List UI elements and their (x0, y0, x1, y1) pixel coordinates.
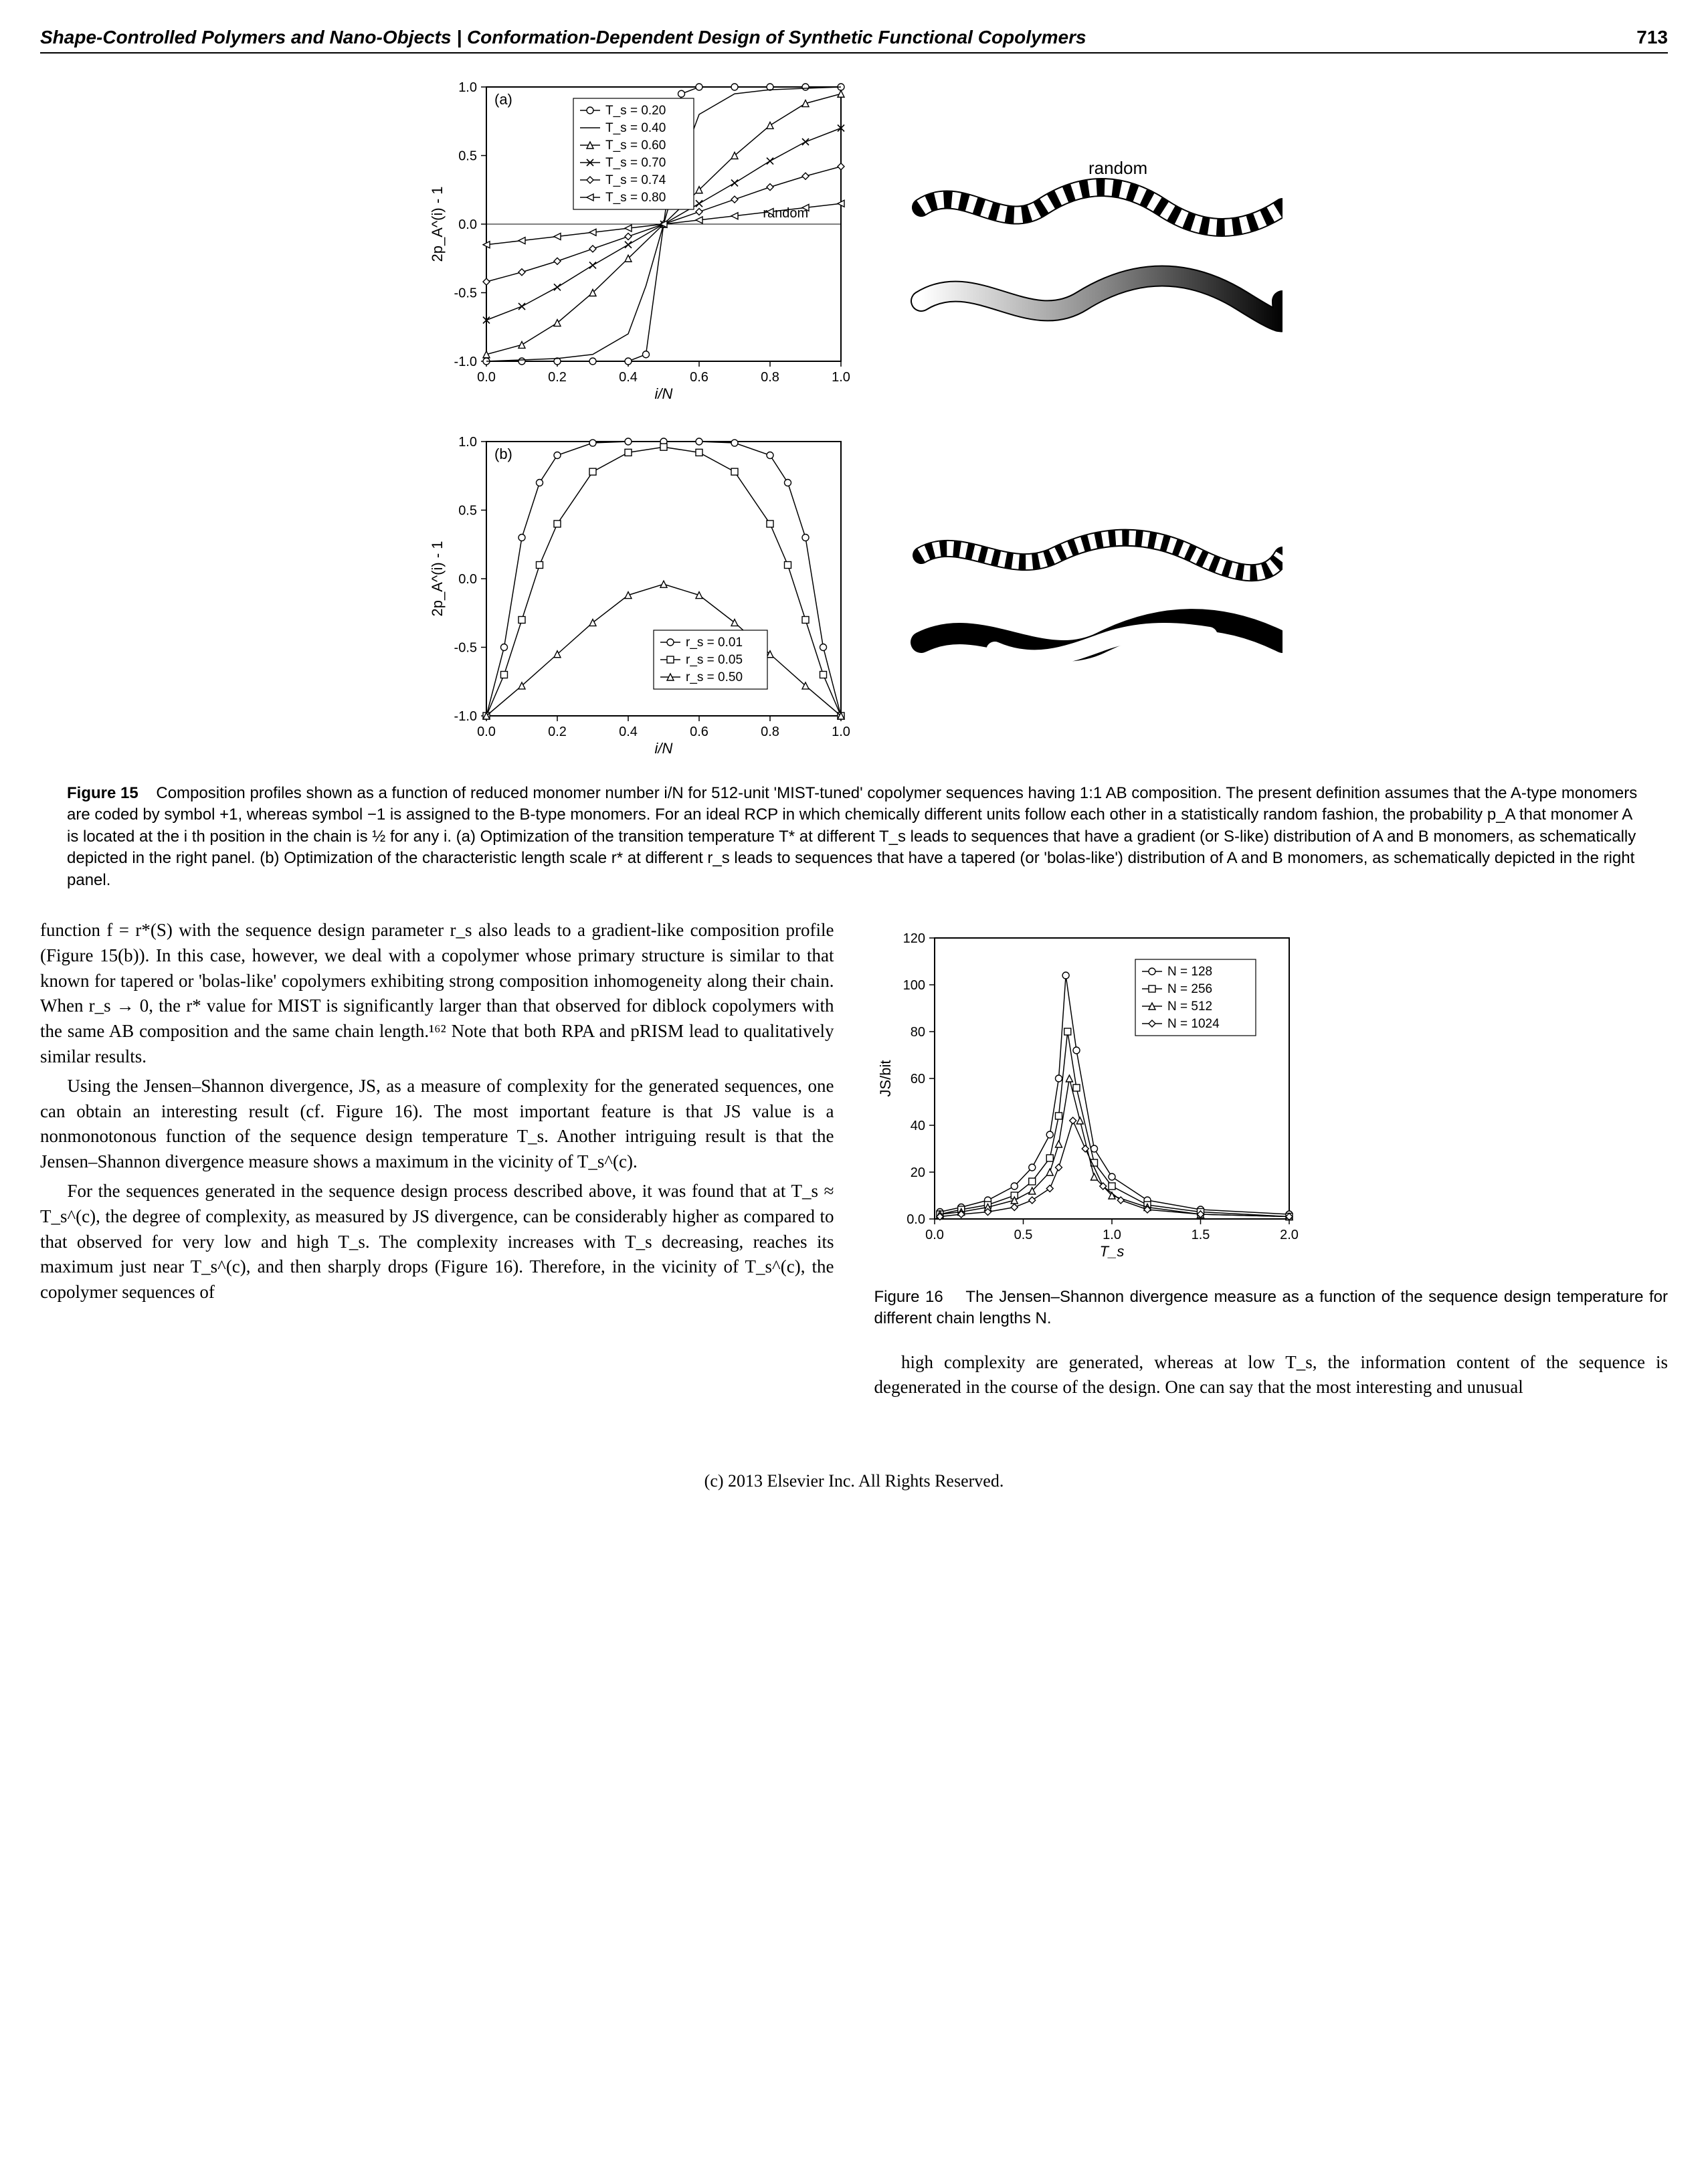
svg-text:r_s = 0.50: r_s = 0.50 (686, 670, 743, 684)
svg-text:0.2: 0.2 (548, 725, 567, 739)
svg-text:N = 512: N = 512 (1167, 1000, 1212, 1014)
svg-text:2p_A^(i) - 1: 2p_A^(i) - 1 (429, 541, 446, 616)
page-number: 713 (1636, 27, 1668, 48)
svg-text:(a): (a) (494, 91, 512, 108)
body-p4: high complexity are generated, whereas a… (874, 1350, 1669, 1401)
svg-text:0.6: 0.6 (690, 725, 708, 739)
svg-text:2.0: 2.0 (1280, 1228, 1299, 1242)
svg-text:0.0: 0.0 (907, 1212, 925, 1227)
svg-text:0.4: 0.4 (619, 370, 638, 385)
svg-text:100: 100 (903, 978, 925, 993)
figure-15-panel-b-row: (b) 0.0 0.2 0.4 0.6 0.8 1.0 -1.0 -0.5 0.0 0.5 1.0 i/… (40, 428, 1668, 763)
svg-text:0.0: 0.0 (477, 725, 496, 739)
svg-text:120: 120 (903, 931, 925, 946)
svg-text:0.8: 0.8 (761, 370, 779, 385)
figure-15-caption-text: Composition profiles shown as a function… (67, 784, 1637, 889)
svg-text:-0.5: -0.5 (454, 286, 476, 301)
polymer-illustration-b (908, 508, 1283, 682)
svg-text:0.5: 0.5 (1014, 1228, 1032, 1242)
svg-text:N = 1024: N = 1024 (1167, 1017, 1220, 1031)
svg-text:-1.0: -1.0 (454, 355, 476, 369)
figure-15: (a) 0.0 0.2 0.4 0.6 0.8 1.0 -1.0 -0.5 0.0 0.5 1.0 i/… (40, 74, 1668, 891)
figure-16-caption: Figure 16 The Jensen–Shannon divergence … (874, 1287, 1669, 1330)
body-columns: function f = r*(S) with the sequence des… (40, 918, 1668, 1404)
svg-text:-1.0: -1.0 (454, 709, 476, 724)
svg-text:0.6: 0.6 (690, 370, 708, 385)
body-p1: function f = r*(S) with the sequence des… (40, 918, 834, 1070)
svg-text:0.5: 0.5 (458, 504, 477, 518)
page-header: Shape-Controlled Polymers and Nano-Objec… (40, 27, 1668, 54)
svg-text:0.0: 0.0 (477, 370, 496, 385)
figure-16-label: Figure 16 (874, 1288, 943, 1306)
svg-text:0.2: 0.2 (548, 370, 567, 385)
svg-text:1.0: 1.0 (1103, 1228, 1121, 1242)
svg-text:1.0: 1.0 (458, 80, 477, 95)
body-p2: Using the Jensen–Shannon divergence, JS,… (40, 1074, 834, 1175)
polymer-illustration-a: random (908, 147, 1283, 335)
svg-text:0.5: 0.5 (458, 149, 477, 164)
svg-text:40: 40 (910, 1119, 925, 1133)
svg-text:60: 60 (910, 1072, 925, 1086)
chart-panel-b: (b) 0.0 0.2 0.4 0.6 0.8 1.0 -1.0 -0.5 0.0 0.5 1.0 i/… (426, 428, 854, 763)
chart-figure-16: 0.0 0.5 1.0 1.5 2.0 0.0 20 40 60 80 100 120 T_s JS/bi… (874, 918, 1303, 1266)
figure-16-caption-text: The Jensen–Shannon divergence measure as… (874, 1288, 1669, 1327)
svg-text:0.0: 0.0 (925, 1228, 944, 1242)
figure-15-caption: Figure 15 Composition profiles shown as … (67, 783, 1641, 891)
svg-text:0.0: 0.0 (458, 217, 477, 232)
svg-text:r_s = 0.05: r_s = 0.05 (686, 653, 743, 667)
svg-text:i/N: i/N (654, 385, 672, 402)
svg-text:N = 256: N = 256 (1167, 982, 1212, 996)
svg-text:T_s: T_s (1099, 1243, 1124, 1260)
svg-text:JS/bit: JS/bit (877, 1060, 894, 1097)
svg-text:2p_A^(i) - 1: 2p_A^(i) - 1 (429, 186, 446, 262)
svg-text:r_s = 0.01: r_s = 0.01 (686, 636, 743, 650)
body-p3: For the sequences generated in the seque… (40, 1179, 834, 1305)
svg-text:1.0: 1.0 (458, 435, 477, 450)
copyright-footer: (c) 2013 Elsevier Inc. All Rights Reserv… (40, 1471, 1668, 1491)
svg-text:T_s = 0.20: T_s = 0.20 (605, 104, 666, 118)
svg-text:N = 128: N = 128 (1167, 965, 1212, 979)
svg-text:80: 80 (910, 1025, 925, 1040)
left-column: function f = r*(S) with the sequence des… (40, 918, 834, 1404)
svg-text:20: 20 (910, 1165, 925, 1180)
svg-text:(b): (b) (494, 446, 512, 462)
svg-text:T_s = 0.80: T_s = 0.80 (605, 191, 666, 205)
svg-text:1.5: 1.5 (1191, 1228, 1210, 1242)
random-label: random (1088, 158, 1147, 178)
chart-panel-a: (a) 0.0 0.2 0.4 0.6 0.8 1.0 -1.0 -0.5 0.0 0.5 1.0 i/… (426, 74, 854, 408)
svg-text:T_s = 0.40: T_s = 0.40 (605, 121, 666, 135)
svg-text:T_s = 0.70: T_s = 0.70 (605, 156, 666, 170)
svg-text:0.0: 0.0 (458, 572, 477, 587)
svg-text:0.8: 0.8 (761, 725, 779, 739)
figure-15-label: Figure 15 (67, 784, 138, 802)
svg-text:T_s = 0.74: T_s = 0.74 (605, 173, 666, 187)
svg-text:1.0: 1.0 (832, 370, 850, 385)
svg-text:0.4: 0.4 (619, 725, 638, 739)
svg-text:1.0: 1.0 (832, 725, 850, 739)
svg-text:-0.5: -0.5 (454, 641, 476, 656)
header-title: Shape-Controlled Polymers and Nano-Objec… (40, 27, 1086, 48)
svg-text:T_s = 0.60: T_s = 0.60 (605, 138, 666, 153)
svg-text:i/N: i/N (654, 740, 672, 757)
figure-15-panel-a-row: (a) 0.0 0.2 0.4 0.6 0.8 1.0 -1.0 -0.5 0.0 0.5 1.0 i/… (40, 74, 1668, 408)
right-column: 0.0 0.5 1.0 1.5 2.0 0.0 20 40 60 80 100 120 T_s JS/bi… (874, 918, 1669, 1404)
